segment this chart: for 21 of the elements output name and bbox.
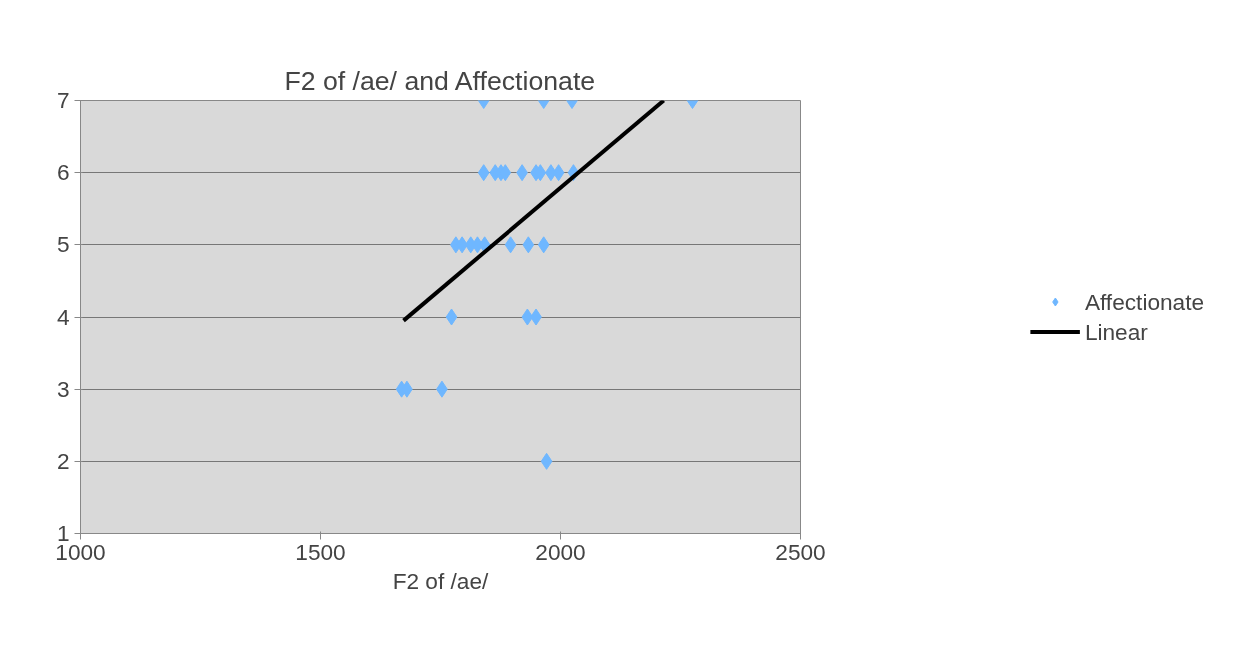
y-tick-label: 7 [56,87,70,113]
point [445,308,458,326]
x-tick-label: 2000 [535,538,586,565]
point [537,236,550,254]
point [540,452,553,470]
legend-label: Affectionate [1084,288,1205,315]
chart-title: F2 of /ae/ and Affectionate [284,65,596,96]
x-tick-label: 1500 [295,538,346,565]
x-tick-label: 2500 [775,538,826,565]
legend-label: Linear [1084,318,1148,345]
x-axis-title: F2 of /ae/ [392,567,490,594]
point [504,236,517,254]
point [552,164,565,182]
y-tick-label: 2 [56,447,70,474]
y-tick-label: 6 [56,159,70,186]
point [521,308,534,326]
y-tick-label: 3 [56,375,70,402]
y-tick-label: 4 [56,303,70,330]
point [477,164,490,182]
point [522,236,535,254]
y-tick-label: 5 [56,231,70,258]
